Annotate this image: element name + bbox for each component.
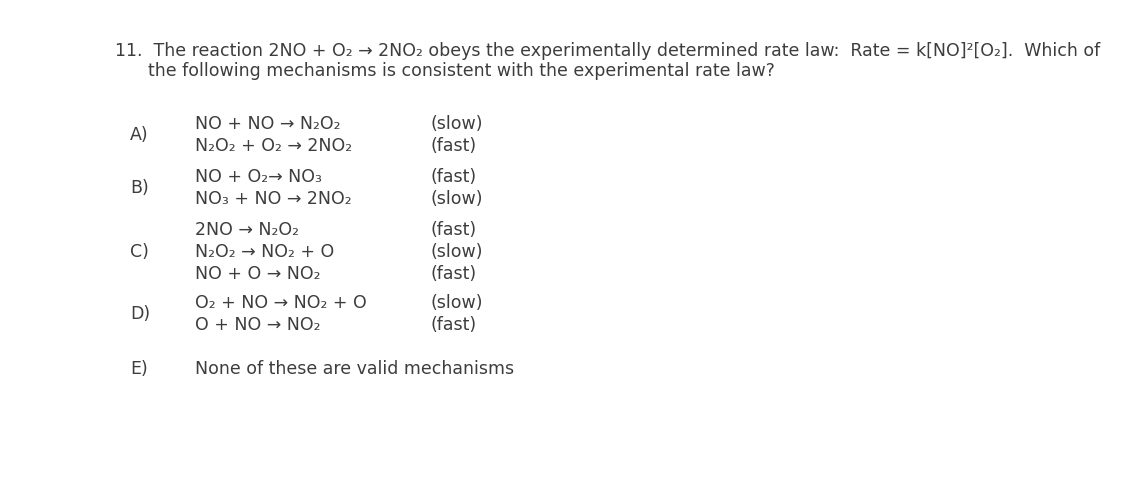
Text: the following mechanisms is consistent with the experimental rate law?: the following mechanisms is consistent w… <box>115 62 775 80</box>
Text: 2NO → N₂O₂: 2NO → N₂O₂ <box>195 221 299 239</box>
Text: O₂ + NO → NO₂ + O: O₂ + NO → NO₂ + O <box>195 293 367 311</box>
Text: O + NO → NO₂: O + NO → NO₂ <box>195 315 321 333</box>
Text: (slow): (slow) <box>430 115 483 133</box>
Text: NO₃ + NO → 2NO₂: NO₃ + NO → 2NO₂ <box>195 190 352 207</box>
Text: NO + O₂→ NO₃: NO + O₂→ NO₃ <box>195 168 322 185</box>
Text: (fast): (fast) <box>430 264 476 283</box>
Text: D): D) <box>130 305 150 323</box>
Text: (fast): (fast) <box>430 137 476 155</box>
Text: A): A) <box>130 126 148 143</box>
Text: 11.  The reaction 2NO + O₂ → 2NO₂ obeys the experimentally determined rate law: : 11. The reaction 2NO + O₂ → 2NO₂ obeys t… <box>115 42 1100 60</box>
Text: C): C) <box>130 243 148 261</box>
Text: NO + NO → N₂O₂: NO + NO → N₂O₂ <box>195 115 341 133</box>
Text: N₂O₂ + O₂ → 2NO₂: N₂O₂ + O₂ → 2NO₂ <box>195 137 352 155</box>
Text: B): B) <box>130 179 148 197</box>
Text: (fast): (fast) <box>430 168 476 185</box>
Text: (fast): (fast) <box>430 221 476 239</box>
Text: None of these are valid mechanisms: None of these are valid mechanisms <box>195 359 514 377</box>
Text: N₂O₂ → NO₂ + O: N₂O₂ → NO₂ + O <box>195 243 334 261</box>
Text: NO + O → NO₂: NO + O → NO₂ <box>195 264 321 283</box>
Text: E): E) <box>130 359 147 377</box>
Text: (fast): (fast) <box>430 315 476 333</box>
Text: (slow): (slow) <box>430 293 483 311</box>
Text: (slow): (slow) <box>430 190 483 207</box>
Text: (slow): (slow) <box>430 243 483 261</box>
